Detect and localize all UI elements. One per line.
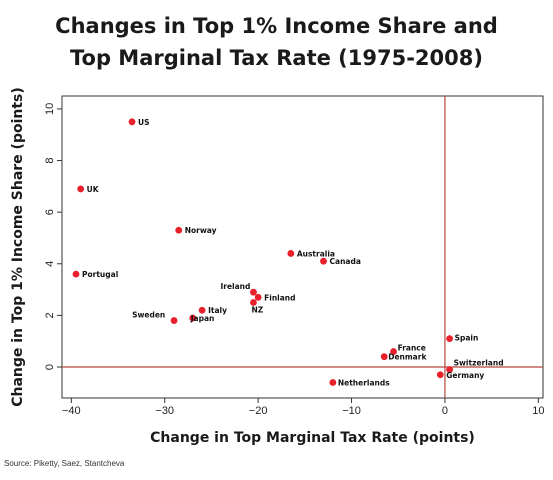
point-label-uk: UK: [87, 185, 100, 194]
source-note: Source: Piketty, Saez, Stantcheva: [4, 459, 125, 468]
x-tick-label: −30: [155, 405, 174, 417]
data-point-norway: [175, 226, 183, 234]
data-point-france: [390, 348, 397, 355]
point-label-germany: Germany: [446, 371, 484, 380]
data-point-nz: [250, 299, 257, 306]
point-label-nz: NZ: [251, 305, 263, 314]
point-label-denmark: Denmark: [388, 353, 427, 362]
point-label-portugal: Portugal: [82, 270, 118, 279]
data-point-switzerland: [446, 366, 454, 374]
data-point-spain: [446, 335, 454, 343]
y-tick-label: 2: [44, 312, 56, 318]
data-point-netherlands: [329, 379, 337, 386]
data-point-canada: [320, 257, 327, 265]
point-label-ireland: Ireland: [220, 282, 250, 291]
x-axis-title: Change in Top Marginal Tax Rate (points): [150, 430, 475, 446]
chart-title: Changes in Top 1% Income Share and Top M…: [0, 10, 553, 74]
data-point-australia: [287, 250, 295, 257]
y-axis-title: Change in Top 1% Income Share (points): [10, 87, 26, 407]
point-label-finland: Finland: [264, 293, 295, 302]
data-point-germany: [436, 371, 444, 379]
chart-title-line-2: Top Marginal Tax Rate (1975-2008): [70, 46, 483, 70]
point-label-spain: Spain: [455, 334, 479, 343]
y-tick-label: 0: [44, 364, 56, 370]
point-label-netherlands: Netherlands: [338, 379, 390, 388]
x-tick-label: 10: [532, 405, 544, 417]
point-label-sweden: Sweden: [132, 311, 165, 320]
point-label-japan: Japan: [190, 314, 215, 323]
point-label-us: US: [138, 118, 150, 127]
data-point-finland: [254, 293, 262, 301]
y-tick-label: 8: [44, 157, 56, 163]
data-point-sweden: [170, 317, 178, 324]
point-label-italy: Italy: [208, 306, 227, 315]
point-label-canada: Canada: [330, 257, 361, 266]
point-label-norway: Norway: [185, 226, 217, 235]
x-tick-label: 0: [442, 405, 448, 417]
y-tick-label: 6: [44, 209, 56, 215]
data-point-us: [128, 118, 136, 126]
plot-frame: [61, 95, 544, 399]
x-tick-label: −10: [342, 405, 361, 417]
data-point-uk: [77, 185, 85, 193]
point-label-switzerland: Switzerland: [454, 359, 504, 368]
point-label-australia: Australia: [297, 249, 335, 258]
y-tick-label: 4: [44, 261, 56, 267]
data-point-japan: [189, 314, 197, 322]
data-point-denmark: [380, 353, 388, 361]
chart-title-line-1: Changes in Top 1% Income Share and: [55, 14, 498, 38]
data-point-italy: [198, 306, 206, 314]
y-tick-label: 10: [44, 103, 56, 115]
data-point-ireland: [250, 288, 257, 296]
data-point-portugal: [72, 270, 80, 278]
point-label-france: France: [398, 344, 426, 353]
x-tick-label: −20: [249, 405, 268, 417]
x-tick-label: −40: [62, 405, 81, 417]
